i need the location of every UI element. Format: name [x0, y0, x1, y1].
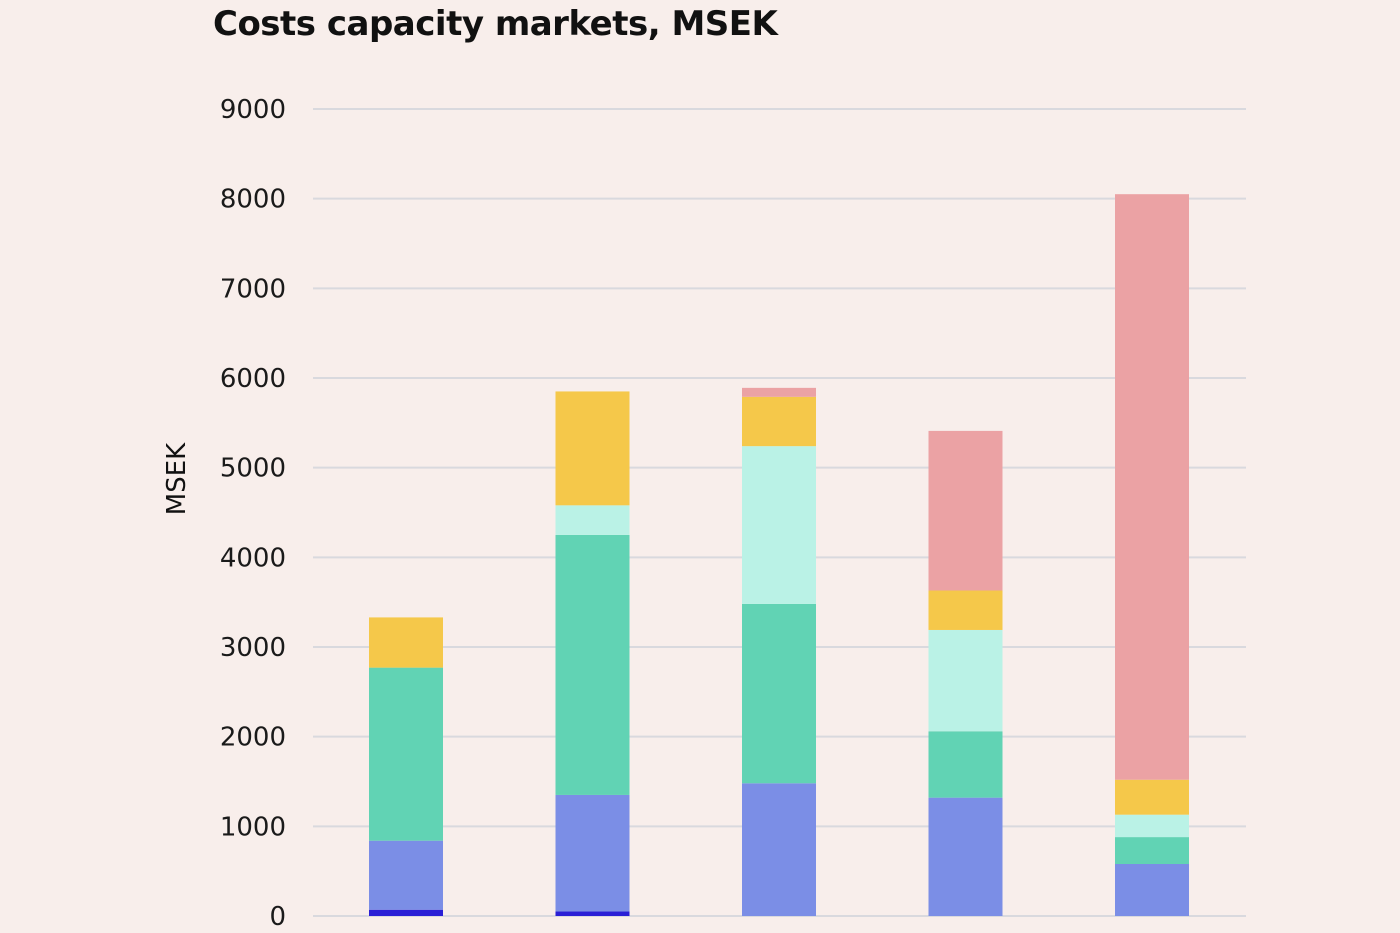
bar-segment: [1115, 837, 1189, 864]
y-tick-labels: 0 1000 2000 3000 4000 5000 6000 7000 8000 9000: [220, 95, 286, 932]
y-tick-label: 7000: [220, 274, 286, 304]
bar-segment: [369, 840, 443, 910]
bar-segment: [928, 590, 1003, 630]
bar-segment: [742, 387, 816, 397]
y-tick-label: 6000: [220, 364, 286, 394]
bar-segment: [928, 731, 1003, 798]
y-tick-label: 2000: [220, 723, 286, 753]
bar-segment: [369, 667, 443, 841]
bar-segment: [742, 783, 816, 916]
y-tick-label: 1000: [220, 812, 286, 842]
y-tick-label: 9000: [220, 95, 286, 125]
bar-segment: [555, 794, 630, 912]
bar-segment: [742, 396, 816, 447]
bar-segment: [742, 446, 816, 604]
y-tick-label: 3000: [220, 633, 286, 663]
bar-segment: [928, 629, 1003, 732]
y-tick-label: 5000: [220, 454, 286, 484]
bars: [369, 194, 1189, 916]
y-tick-label: 4000: [220, 543, 286, 573]
y-tick-label: 0: [269, 902, 286, 932]
bar-segment: [555, 534, 630, 795]
bar-segment: [1115, 194, 1189, 780]
y-tick-label: 8000: [220, 185, 286, 215]
bar-segment: [1115, 779, 1189, 815]
bar-segment: [742, 603, 816, 784]
bar-segment: [928, 430, 1003, 591]
bar-segment: [555, 911, 630, 916]
bar-segment: [369, 909, 443, 916]
bar-segment: [555, 391, 630, 506]
bar-segment: [1115, 863, 1189, 916]
bar-segment: [369, 617, 443, 668]
chart-title: Costs capacity markets, MSEK: [213, 4, 778, 44]
y-axis-title: MSEK: [162, 442, 192, 515]
bar-segment: [928, 797, 1003, 916]
bar-segment: [555, 505, 630, 535]
bar-segment: [1115, 814, 1189, 838]
